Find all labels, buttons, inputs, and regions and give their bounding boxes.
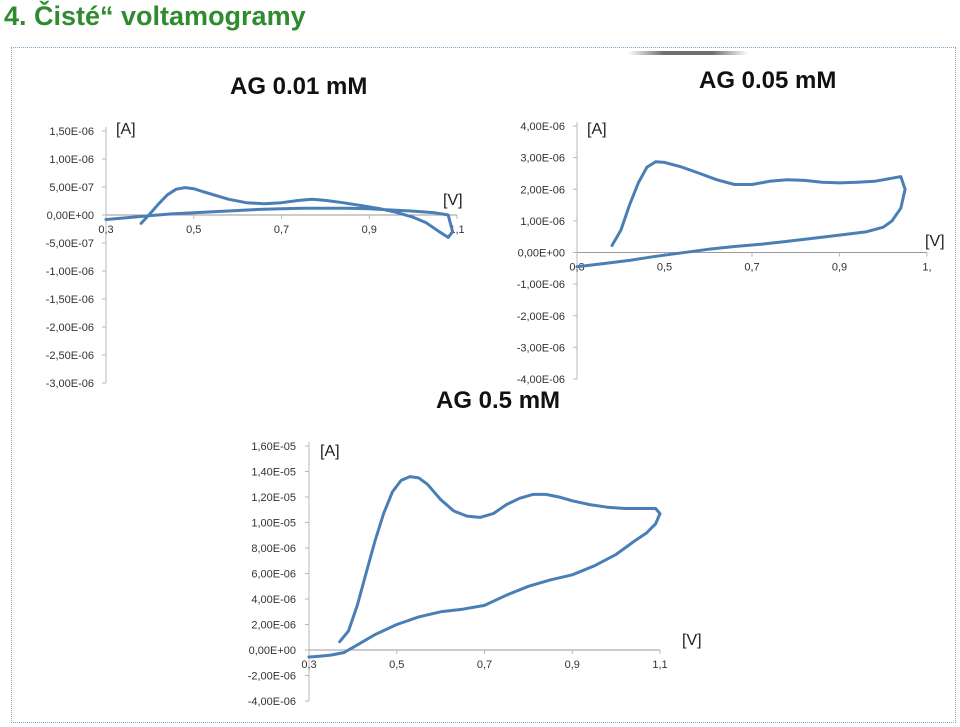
y-unit-label: [A] — [587, 121, 607, 138]
y-tick-label: 2,00E-06 — [251, 620, 296, 632]
decorative-bar — [628, 51, 748, 55]
y-tick-label: 2,00E-06 — [520, 184, 565, 196]
y-tick-labels: 4,00E-06 3,00E-06 2,00E-06 1,00E-06 0,00E+00… — [517, 121, 565, 386]
y-tick-label: 4,00E-06 — [520, 121, 565, 133]
y-tick-label: 1,00E-06 — [49, 154, 94, 166]
y-tick-label: 6,00E-06 — [251, 569, 296, 581]
y-tick-label: -3,00E-06 — [517, 342, 565, 354]
y-tick-label: 0,00E+00 — [47, 210, 94, 222]
x-tick-label: 0,7 — [274, 224, 289, 236]
x-tick-labels: 0,3 0,5 0,7 0,9 1,1 — [301, 659, 667, 671]
y-tick-label: -1,50E-06 — [46, 294, 94, 306]
x-unit-label: [V] — [925, 233, 945, 250]
x-tick-label: 1, — [922, 262, 931, 274]
x-tick-label: 0,5 — [657, 262, 672, 274]
y-unit-label: [A] — [116, 121, 136, 138]
x-tick-label: 0,5 — [186, 224, 201, 236]
voltammogram-curve — [307, 475, 662, 659]
series-group — [307, 475, 662, 659]
y-tick-label: 1,40E-05 — [251, 467, 296, 479]
y-tick-label: 5,00E-07 — [49, 182, 94, 194]
voltammogram-curve — [575, 160, 907, 269]
y-tick-label: -2,50E-06 — [46, 350, 94, 362]
x-tick-label: 0,9 — [362, 224, 377, 236]
chart-title: AG 0.5 mM — [436, 387, 560, 414]
y-tick-label: 3,00E-06 — [520, 153, 565, 165]
content-frame — [11, 47, 956, 723]
y-tick-label: -1,00E-06 — [46, 266, 94, 278]
x-tick-label: 0,3 — [98, 224, 113, 236]
voltammogram-curve — [104, 186, 455, 239]
x-tick-labels: 0,3 0,5 0,7 0,9 1,1 — [98, 224, 464, 236]
y-tick-label: 1,00E-05 — [251, 518, 296, 530]
x-tick-label: 0,9 — [832, 262, 847, 274]
x-tick-label: 1,1 — [652, 659, 667, 671]
x-unit-label: [V] — [443, 192, 463, 209]
series-group — [575, 160, 907, 269]
y-tick-label: -4,00E-06 — [517, 374, 565, 386]
y-tick-label: -2,00E-06 — [517, 311, 565, 323]
y-tick-label: 0,00E+00 — [249, 645, 296, 657]
y-tick-label: 1,00E-06 — [520, 216, 565, 228]
x-tick-label: 0,7 — [477, 659, 492, 671]
y-tick-label: 0,00E+00 — [518, 248, 565, 260]
series-group — [104, 186, 455, 239]
chart-axes — [573, 122, 928, 380]
y-tick-labels: 1,50E-06 1,00E-06 5,00E-07 0,00E+00 -5,00E-0… — [46, 126, 94, 390]
x-tick-label: 0,3 — [301, 659, 316, 671]
y-tick-label: -1,00E-06 — [517, 279, 565, 291]
y-tick-label: 8,00E-06 — [251, 543, 296, 555]
chart-title: AG 0.01 mM — [230, 73, 367, 100]
x-tick-label: 0,9 — [565, 659, 580, 671]
chart-title: AG 0.05 mM — [699, 67, 836, 94]
y-unit-label: [A] — [320, 443, 340, 460]
y-tick-labels: 1,60E-05 1,40E-05 1,20E-05 1,00E-05 8,00E-06… — [248, 441, 296, 708]
slide-title: 4. Čisté“ voltamogramy — [4, 1, 306, 31]
x-unit-label: [V] — [682, 632, 702, 649]
y-tick-label: 1,20E-05 — [251, 492, 296, 504]
y-tick-label: 4,00E-06 — [251, 594, 296, 606]
x-tick-label: 0,5 — [389, 659, 404, 671]
y-tick-label: -5,00E-07 — [46, 238, 94, 250]
y-tick-label: -2,00E-06 — [46, 322, 94, 334]
y-tick-label: -2,00E-06 — [248, 671, 296, 683]
y-tick-label: -3,00E-06 — [46, 378, 94, 390]
y-tick-label: -4,00E-06 — [248, 696, 296, 708]
y-tick-label: 1,60E-05 — [251, 441, 296, 453]
y-tick-label: 1,50E-06 — [49, 126, 94, 138]
x-tick-label: 0,7 — [744, 262, 759, 274]
